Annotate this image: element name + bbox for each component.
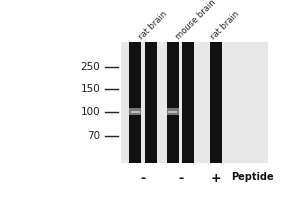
Bar (167, 42, 178, 163)
Bar (210, 42, 222, 163)
Bar (129, 42, 141, 163)
Text: 250: 250 (80, 62, 100, 72)
Text: -: - (178, 172, 183, 185)
Bar (121, 42, 268, 163)
Bar (167, 108, 178, 115)
Bar (145, 42, 157, 163)
Text: +: + (210, 172, 221, 185)
Text: 150: 150 (80, 84, 100, 94)
Bar (182, 42, 194, 163)
Text: rat brain: rat brain (209, 9, 241, 41)
Text: 70: 70 (87, 131, 100, 141)
Bar (129, 108, 141, 115)
Text: 100: 100 (81, 107, 100, 117)
Text: rat brain: rat brain (137, 9, 169, 41)
Text: mouse brain: mouse brain (174, 0, 218, 41)
Text: Peptide: Peptide (231, 172, 274, 182)
Text: -: - (141, 172, 146, 185)
